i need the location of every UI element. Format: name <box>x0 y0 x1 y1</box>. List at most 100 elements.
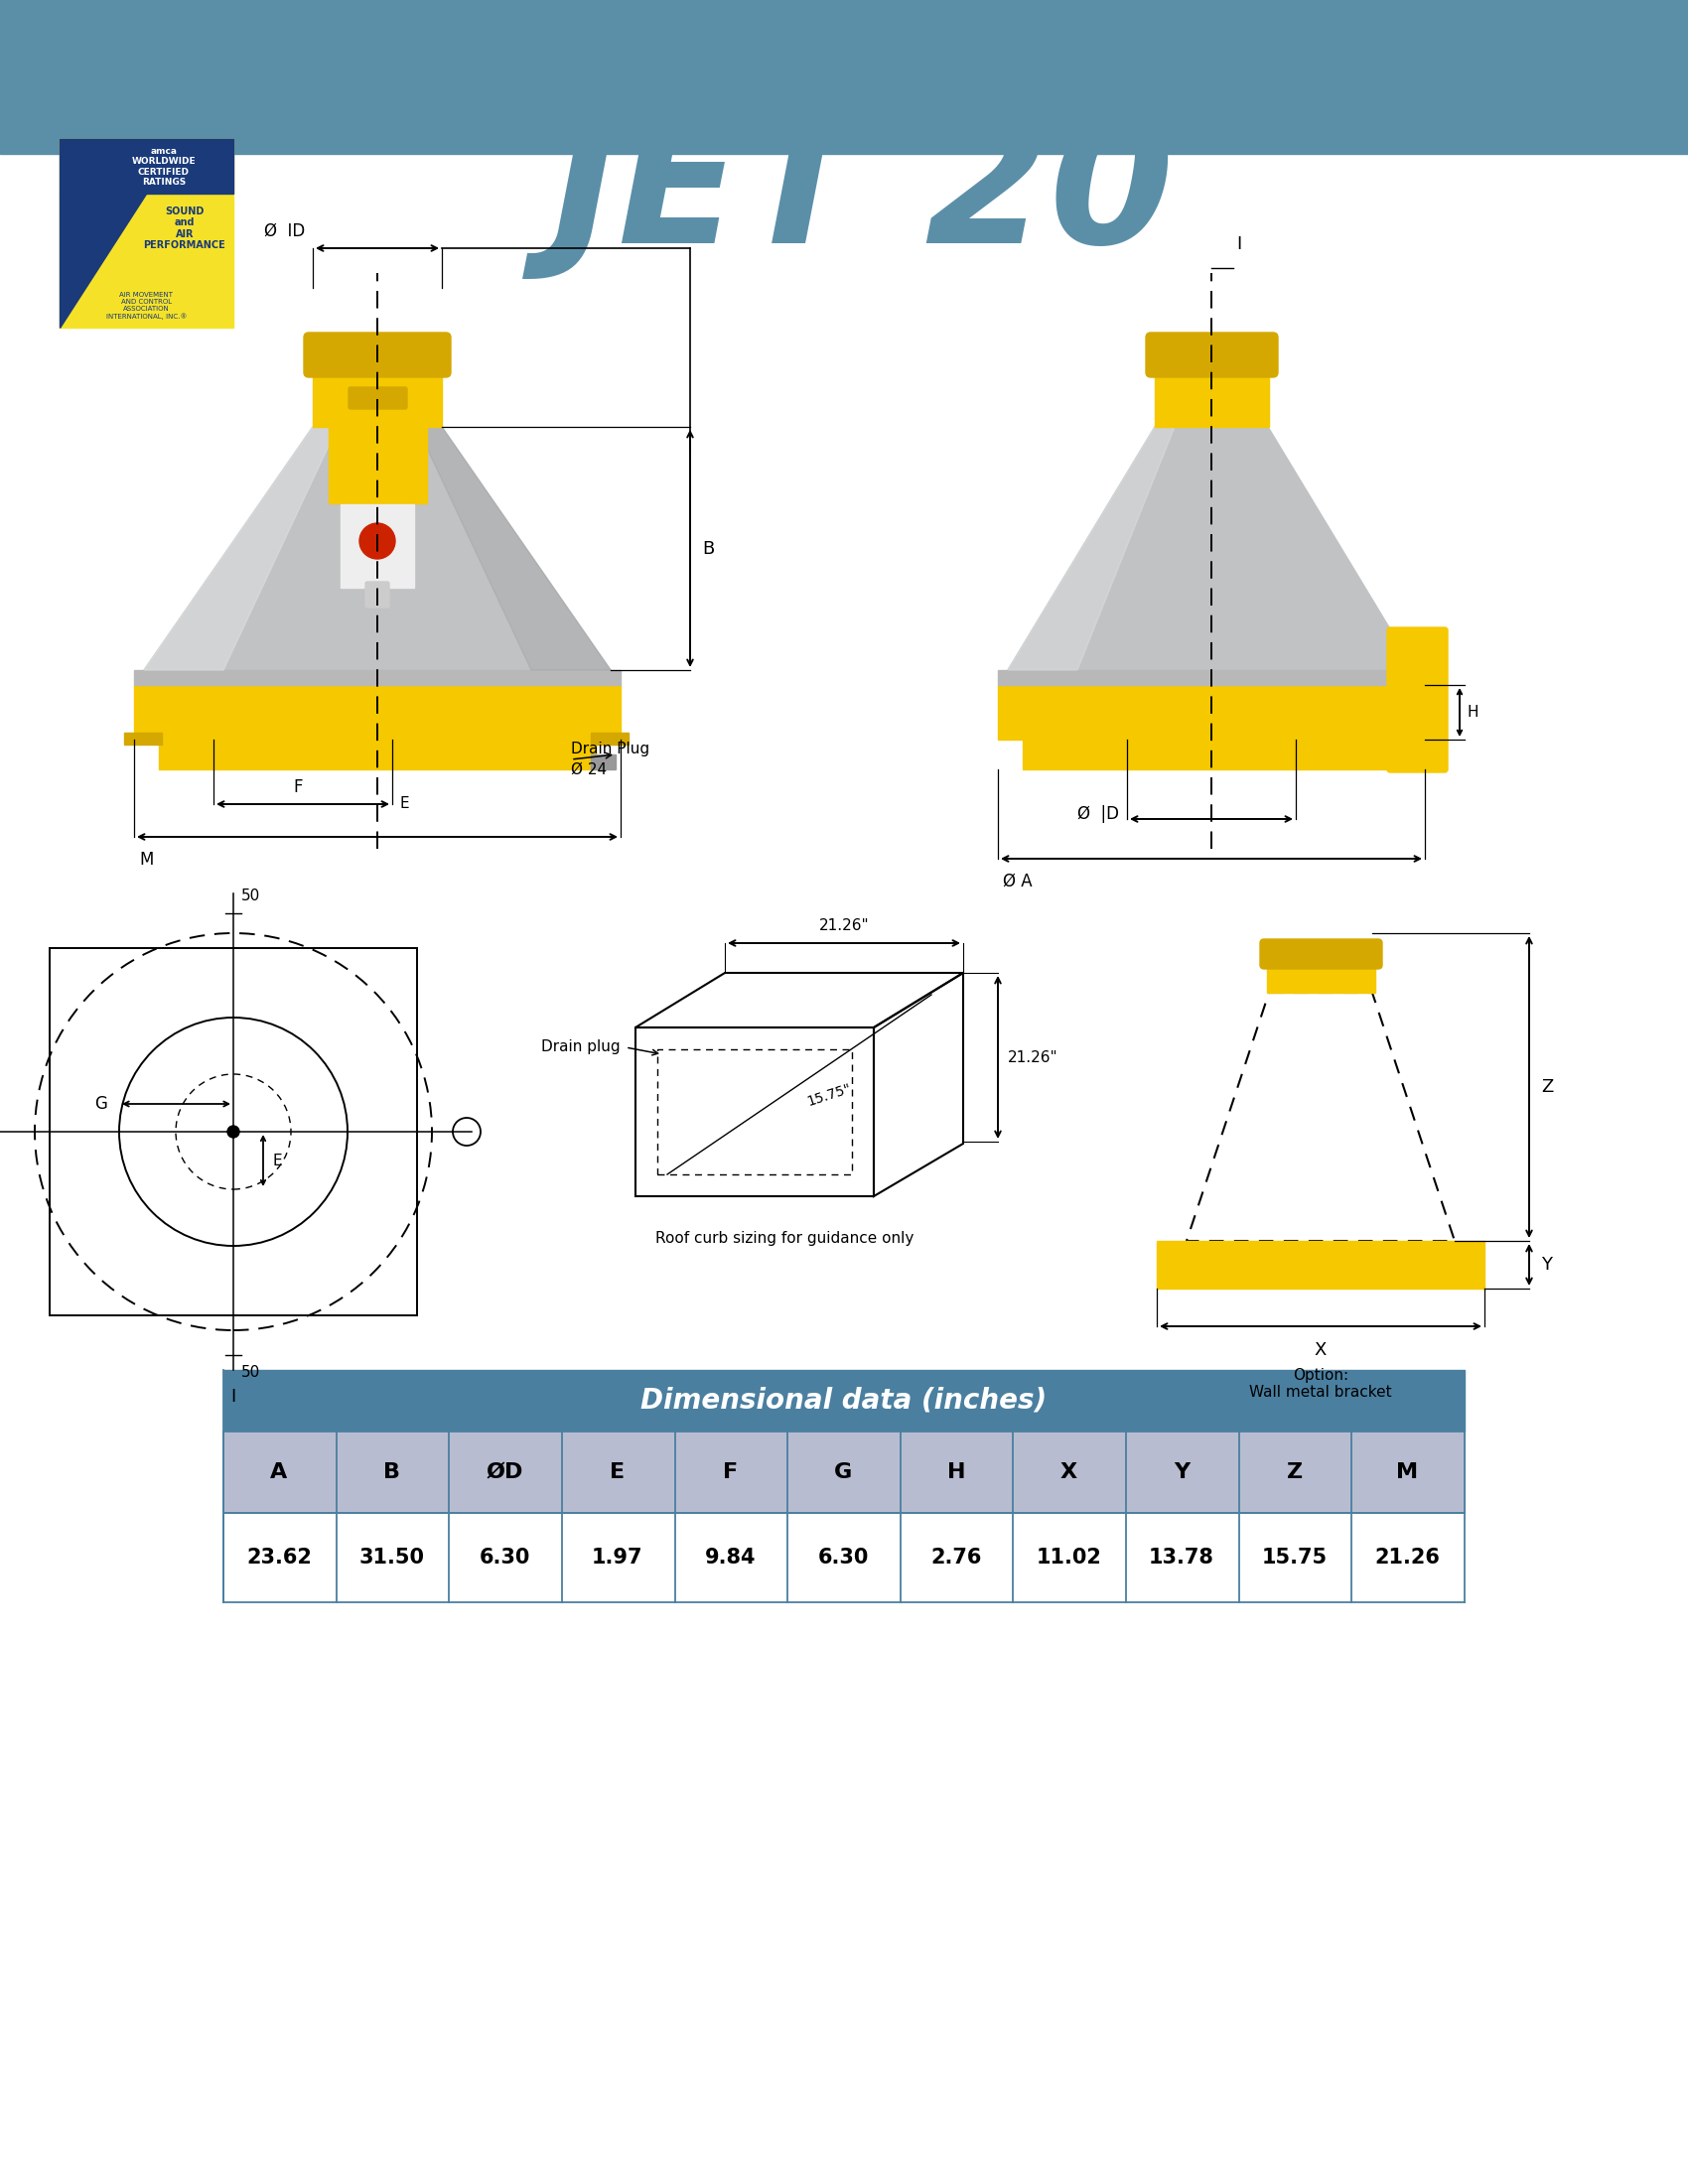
Bar <box>900 1514 1013 1603</box>
Text: amca
WORLDWIDE
CERTIFIED
RATINGS: amca WORLDWIDE CERTIFIED RATINGS <box>132 146 196 186</box>
Bar <box>336 1431 449 1514</box>
Text: Ø A: Ø A <box>1003 874 1033 891</box>
Bar <box>1013 1514 1126 1603</box>
Text: I: I <box>231 1387 236 1406</box>
Bar <box>1268 954 1376 994</box>
Text: F: F <box>722 1463 738 1483</box>
Text: Ø 24: Ø 24 <box>571 762 606 778</box>
Bar <box>675 1514 788 1603</box>
Text: 21.26": 21.26" <box>1008 1051 1058 1066</box>
Bar <box>133 686 621 740</box>
Bar <box>59 140 233 194</box>
Bar <box>449 1514 562 1603</box>
Bar <box>336 1514 449 1603</box>
Bar <box>562 1431 675 1514</box>
Bar <box>998 686 1425 740</box>
Text: 15.75: 15.75 <box>1261 1548 1327 1568</box>
Bar <box>125 732 162 745</box>
Text: SOUND
and
AIR
PERFORMANCE: SOUND and AIR PERFORMANCE <box>143 205 226 251</box>
Text: 9.84: 9.84 <box>706 1548 756 1568</box>
FancyBboxPatch shape <box>1259 939 1382 970</box>
Text: Dimensional data (inches): Dimensional data (inches) <box>641 1387 1047 1415</box>
Bar <box>159 740 596 769</box>
Text: JET 20: JET 20 <box>552 107 1175 282</box>
Bar <box>900 1431 1013 1514</box>
Bar <box>223 1431 336 1514</box>
FancyBboxPatch shape <box>1388 627 1448 773</box>
Text: Z: Z <box>1286 1463 1303 1483</box>
Bar <box>49 948 417 1315</box>
Text: 6.30: 6.30 <box>479 1548 530 1568</box>
Text: B: B <box>702 539 714 557</box>
Bar <box>675 1431 788 1514</box>
Text: I: I <box>1236 236 1241 253</box>
FancyBboxPatch shape <box>348 387 407 408</box>
Text: 2.76: 2.76 <box>930 1548 981 1568</box>
Polygon shape <box>143 426 611 670</box>
Text: X: X <box>1060 1463 1077 1483</box>
Bar <box>312 363 442 426</box>
Text: Drain Plug: Drain Plug <box>571 743 650 758</box>
Text: AIR MOVEMENT
AND CONTROL
ASSOCIATION
INTERNATIONAL, INC.®: AIR MOVEMENT AND CONTROL ASSOCIATION INT… <box>106 293 187 319</box>
Bar <box>635 1026 874 1197</box>
Text: Drain plug: Drain plug <box>542 1040 621 1055</box>
Text: E: E <box>273 1153 282 1168</box>
FancyBboxPatch shape <box>341 505 414 587</box>
FancyBboxPatch shape <box>1146 332 1278 378</box>
Bar <box>788 1514 900 1603</box>
Text: B: B <box>383 1463 400 1483</box>
Bar <box>1126 1431 1239 1514</box>
Text: E: E <box>609 1463 625 1483</box>
Text: 13.78: 13.78 <box>1150 1548 1214 1568</box>
Text: 31.50: 31.50 <box>360 1548 425 1568</box>
Text: 21.26: 21.26 <box>1374 1548 1440 1568</box>
Bar <box>59 140 233 328</box>
Bar <box>1239 1431 1352 1514</box>
Polygon shape <box>417 426 611 670</box>
Bar <box>223 1514 336 1603</box>
Bar <box>562 1514 675 1603</box>
Text: 6.30: 6.30 <box>817 1548 869 1568</box>
Text: Roof curb sizing for guidance only: Roof curb sizing for guidance only <box>655 1232 913 1245</box>
Text: M: M <box>1396 1463 1418 1483</box>
Bar <box>1239 1514 1352 1603</box>
Text: M: M <box>138 852 154 869</box>
Text: 11.02: 11.02 <box>1036 1548 1102 1568</box>
Bar <box>1352 1431 1465 1514</box>
Text: A: A <box>270 1463 287 1483</box>
Polygon shape <box>1008 426 1415 670</box>
Text: 50: 50 <box>241 889 260 904</box>
Bar <box>0 0 1688 153</box>
Bar <box>1352 1514 1465 1603</box>
FancyBboxPatch shape <box>365 581 390 607</box>
FancyBboxPatch shape <box>304 332 451 378</box>
Text: H: H <box>1467 705 1479 721</box>
Bar <box>591 753 616 769</box>
Text: ØD: ØD <box>486 1463 523 1483</box>
Text: Ø  |D: Ø |D <box>1077 806 1119 823</box>
Text: X: X <box>1315 1341 1327 1358</box>
Bar <box>1155 363 1269 426</box>
Bar <box>1023 740 1399 769</box>
Polygon shape <box>59 194 145 328</box>
Text: Y: Y <box>1173 1463 1190 1483</box>
Text: Y: Y <box>1541 1256 1551 1273</box>
Text: Ø  ID: Ø ID <box>263 223 306 240</box>
Text: Z: Z <box>1541 1079 1553 1096</box>
Bar <box>788 1431 900 1514</box>
Bar <box>1126 1514 1239 1603</box>
Text: Option:
Wall metal bracket: Option: Wall metal bracket <box>1249 1367 1393 1400</box>
Text: E: E <box>400 797 410 812</box>
Bar <box>449 1431 562 1514</box>
Text: 15.75": 15.75" <box>805 1081 852 1109</box>
Text: 23.62: 23.62 <box>246 1548 312 1568</box>
Bar <box>223 1369 1465 1431</box>
Circle shape <box>360 524 395 559</box>
Bar <box>998 670 1425 686</box>
Text: 1.97: 1.97 <box>592 1548 643 1568</box>
Text: G: G <box>834 1463 852 1483</box>
Bar <box>133 670 621 686</box>
Polygon shape <box>1008 426 1175 670</box>
Bar <box>1156 1241 1484 1289</box>
Text: H: H <box>947 1463 966 1483</box>
